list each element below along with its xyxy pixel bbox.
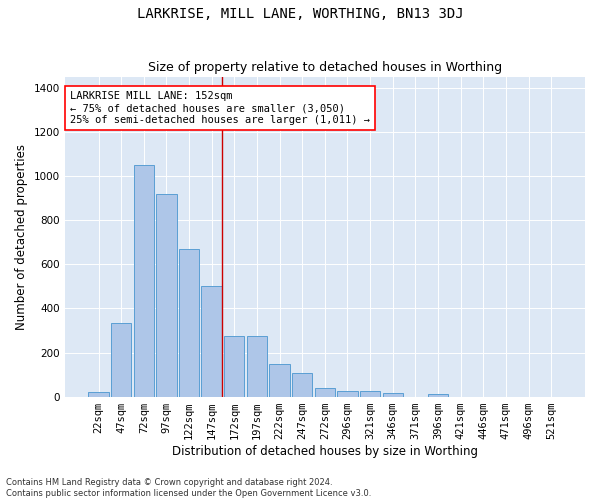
Text: LARKRISE MILL LANE: 152sqm
← 75% of detached houses are smaller (3,050)
25% of s: LARKRISE MILL LANE: 152sqm ← 75% of deta… <box>70 92 370 124</box>
Bar <box>224 336 244 396</box>
Bar <box>134 165 154 396</box>
Bar <box>314 388 335 396</box>
Bar <box>428 394 448 396</box>
Text: LARKRISE, MILL LANE, WORTHING, BN13 3DJ: LARKRISE, MILL LANE, WORTHING, BN13 3DJ <box>137 8 463 22</box>
Bar <box>337 391 358 396</box>
Bar <box>88 392 109 396</box>
Bar <box>179 249 199 396</box>
X-axis label: Distribution of detached houses by size in Worthing: Distribution of detached houses by size … <box>172 444 478 458</box>
Text: Contains HM Land Registry data © Crown copyright and database right 2024.
Contai: Contains HM Land Registry data © Crown c… <box>6 478 371 498</box>
Bar <box>202 286 222 397</box>
Bar <box>247 336 267 396</box>
Bar <box>360 391 380 396</box>
Bar <box>111 323 131 396</box>
Bar <box>269 364 290 396</box>
Title: Size of property relative to detached houses in Worthing: Size of property relative to detached ho… <box>148 62 502 74</box>
Y-axis label: Number of detached properties: Number of detached properties <box>15 144 28 330</box>
Bar <box>292 374 313 396</box>
Bar <box>156 194 176 396</box>
Bar <box>383 392 403 396</box>
